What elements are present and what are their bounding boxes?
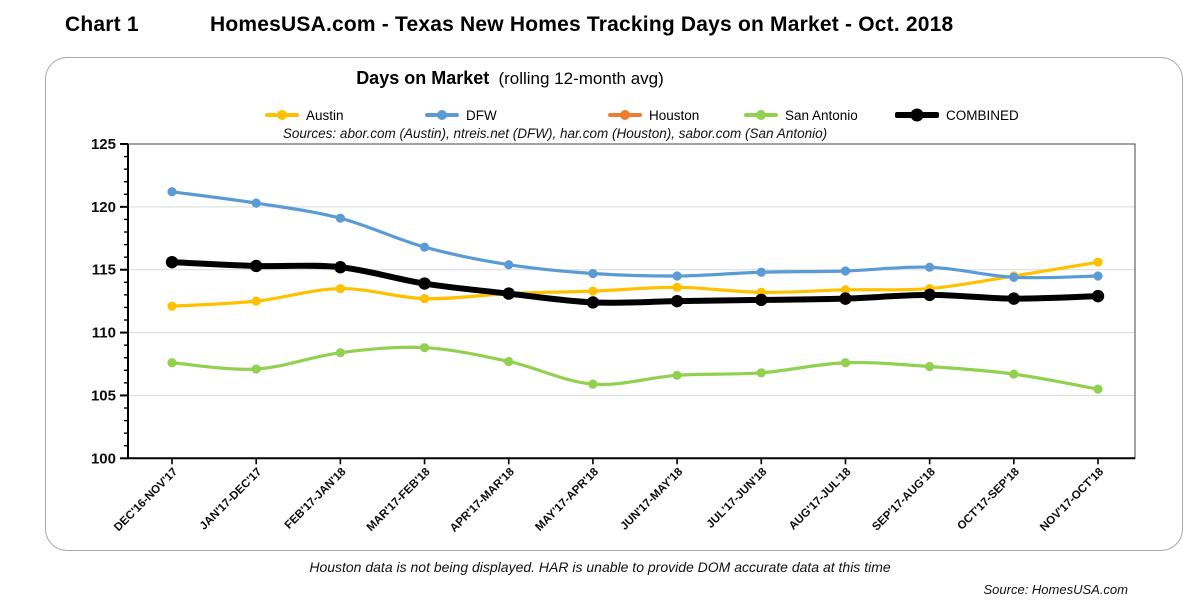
- legend-marker-icon: [425, 110, 459, 120]
- chart-legend: Austin DFW Houston San Antonio COMBINED: [0, 106, 1200, 124]
- series-point-dfw: [840, 266, 851, 276]
- series-point-dfw: [1009, 272, 1019, 282]
- series-point-san-antonio: [1009, 369, 1019, 379]
- series-point-dfw: [756, 267, 766, 277]
- series-point-san-antonio: [672, 370, 682, 380]
- series-point-austin: [588, 286, 598, 296]
- series-point-austin: [335, 283, 345, 294]
- legend-item-san-antonio: San Antonio: [744, 106, 858, 124]
- x-axis-label: JUL'17-JUN'18: [705, 466, 770, 531]
- legend-item-austin: Austin: [265, 106, 344, 124]
- series-point-san-antonio: [167, 358, 177, 368]
- series-point-dfw: [504, 260, 514, 270]
- sources-note: Sources: abor.com (Austin), ntreis.net (…: [282, 126, 828, 141]
- plot-title-main: Days on Market: [356, 68, 490, 88]
- series-point-combined: [502, 287, 515, 300]
- legend-dot-icon: [277, 110, 287, 120]
- x-axis-label: JUN'17-MAY'18: [618, 466, 685, 533]
- series-point-combined: [165, 255, 179, 269]
- legend-item-dfw: DFW: [425, 106, 497, 124]
- x-axis-label: FEB'17-JAN'18: [283, 466, 349, 532]
- x-axis-label: SEP'17-AUG'18: [870, 466, 938, 534]
- series-point-dfw: [335, 213, 345, 223]
- legend-marker-icon: [744, 110, 778, 120]
- legend-label: San Antonio: [785, 107, 858, 123]
- series-point-combined: [1091, 289, 1105, 303]
- series-point-combined: [418, 277, 431, 290]
- x-axis-label: OCT'17-SEP'18: [955, 466, 1022, 533]
- legend-marker-icon: [608, 110, 642, 120]
- x-axis-label: JAN'17-DEC'17: [198, 466, 265, 533]
- chart-number-label: Chart 1: [65, 13, 139, 36]
- legend-item-houston: Houston: [608, 106, 699, 124]
- x-axis-label: MAY'17-APR'18: [533, 466, 601, 534]
- legend-marker-icon: [895, 108, 939, 122]
- series-line-austin: [170, 260, 1100, 308]
- series-point-austin: [840, 285, 851, 295]
- series-point-austin: [419, 294, 430, 304]
- y-axis-label: 100: [91, 450, 116, 467]
- series-point-combined: [839, 292, 852, 305]
- plot-title: Days on Market (rolling 12-month avg): [45, 68, 975, 89]
- series-point-dfw: [925, 262, 935, 272]
- series-line-san-antonio: [170, 345, 1100, 391]
- series-line-dfw: [170, 190, 1100, 280]
- page-title: HomesUSA.com - Texas New Homes Tracking …: [210, 13, 954, 36]
- y-axis-label: 110: [92, 325, 116, 342]
- series-point-dfw: [1093, 271, 1103, 281]
- x-axis-label: NOV'17-OCT'18: [1038, 466, 1106, 534]
- series-point-combined: [923, 288, 936, 302]
- legend-dot-icon: [756, 110, 766, 120]
- series-point-san-antonio: [588, 379, 598, 389]
- legend-label: DFW: [466, 107, 497, 123]
- series-point-dfw: [672, 271, 682, 281]
- series-point-dfw: [167, 187, 177, 197]
- series-point-combined: [670, 294, 684, 308]
- series-point-san-antonio: [419, 343, 430, 353]
- houston-footnote: Houston data is not being displayed. HAR…: [309, 559, 891, 575]
- y-axis-label: 115: [92, 262, 116, 279]
- series-point-san-antonio: [925, 361, 935, 372]
- series-point-san-antonio: [756, 368, 766, 378]
- series-point-combined: [586, 296, 600, 309]
- series-point-austin: [251, 296, 261, 306]
- legend-dot-icon: [620, 110, 630, 120]
- series-point-austin: [672, 282, 682, 292]
- series-point-combined: [334, 261, 347, 274]
- series-point-dfw: [251, 198, 261, 208]
- x-axis-label: MAR'17-FEB'18: [365, 466, 433, 534]
- y-axis-label: 105: [91, 387, 116, 404]
- legend-dot-icon: [437, 110, 447, 120]
- series-point-combined: [1007, 292, 1021, 305]
- legend-dot-icon: [910, 108, 924, 122]
- y-axis-label: 125: [91, 136, 116, 153]
- y-axis-label: 120: [91, 199, 116, 216]
- series-point-san-antonio: [1093, 384, 1103, 394]
- legend-item-combined: COMBINED: [895, 106, 1019, 124]
- legend-label: Houston: [649, 107, 700, 123]
- x-axis-label: AUG'17-JUL'18: [787, 466, 854, 533]
- source-credit: Source: HomesUSA.com: [983, 582, 1129, 597]
- legend-marker-icon: [265, 110, 299, 120]
- x-axis-label: APR'17-MAR'18: [448, 466, 517, 535]
- series-point-combined: [249, 259, 263, 273]
- series-point-austin: [167, 301, 177, 311]
- legend-label: Austin: [306, 107, 344, 123]
- plot-title-subtitle-text: (rolling 12-month avg): [498, 69, 664, 88]
- series-point-san-antonio: [251, 364, 261, 374]
- series-point-dfw: [419, 242, 430, 252]
- x-axis-label: DEC'16-NOV'17: [112, 466, 180, 534]
- series-point-combined: [755, 293, 768, 307]
- series-point-austin: [1093, 257, 1103, 267]
- series-point-san-antonio: [840, 358, 851, 368]
- legend-label: COMBINED: [946, 107, 1019, 123]
- series-point-san-antonio: [504, 356, 514, 367]
- series-point-san-antonio: [335, 348, 345, 358]
- series-point-dfw: [588, 268, 598, 279]
- series-line-combined: [169, 259, 1101, 306]
